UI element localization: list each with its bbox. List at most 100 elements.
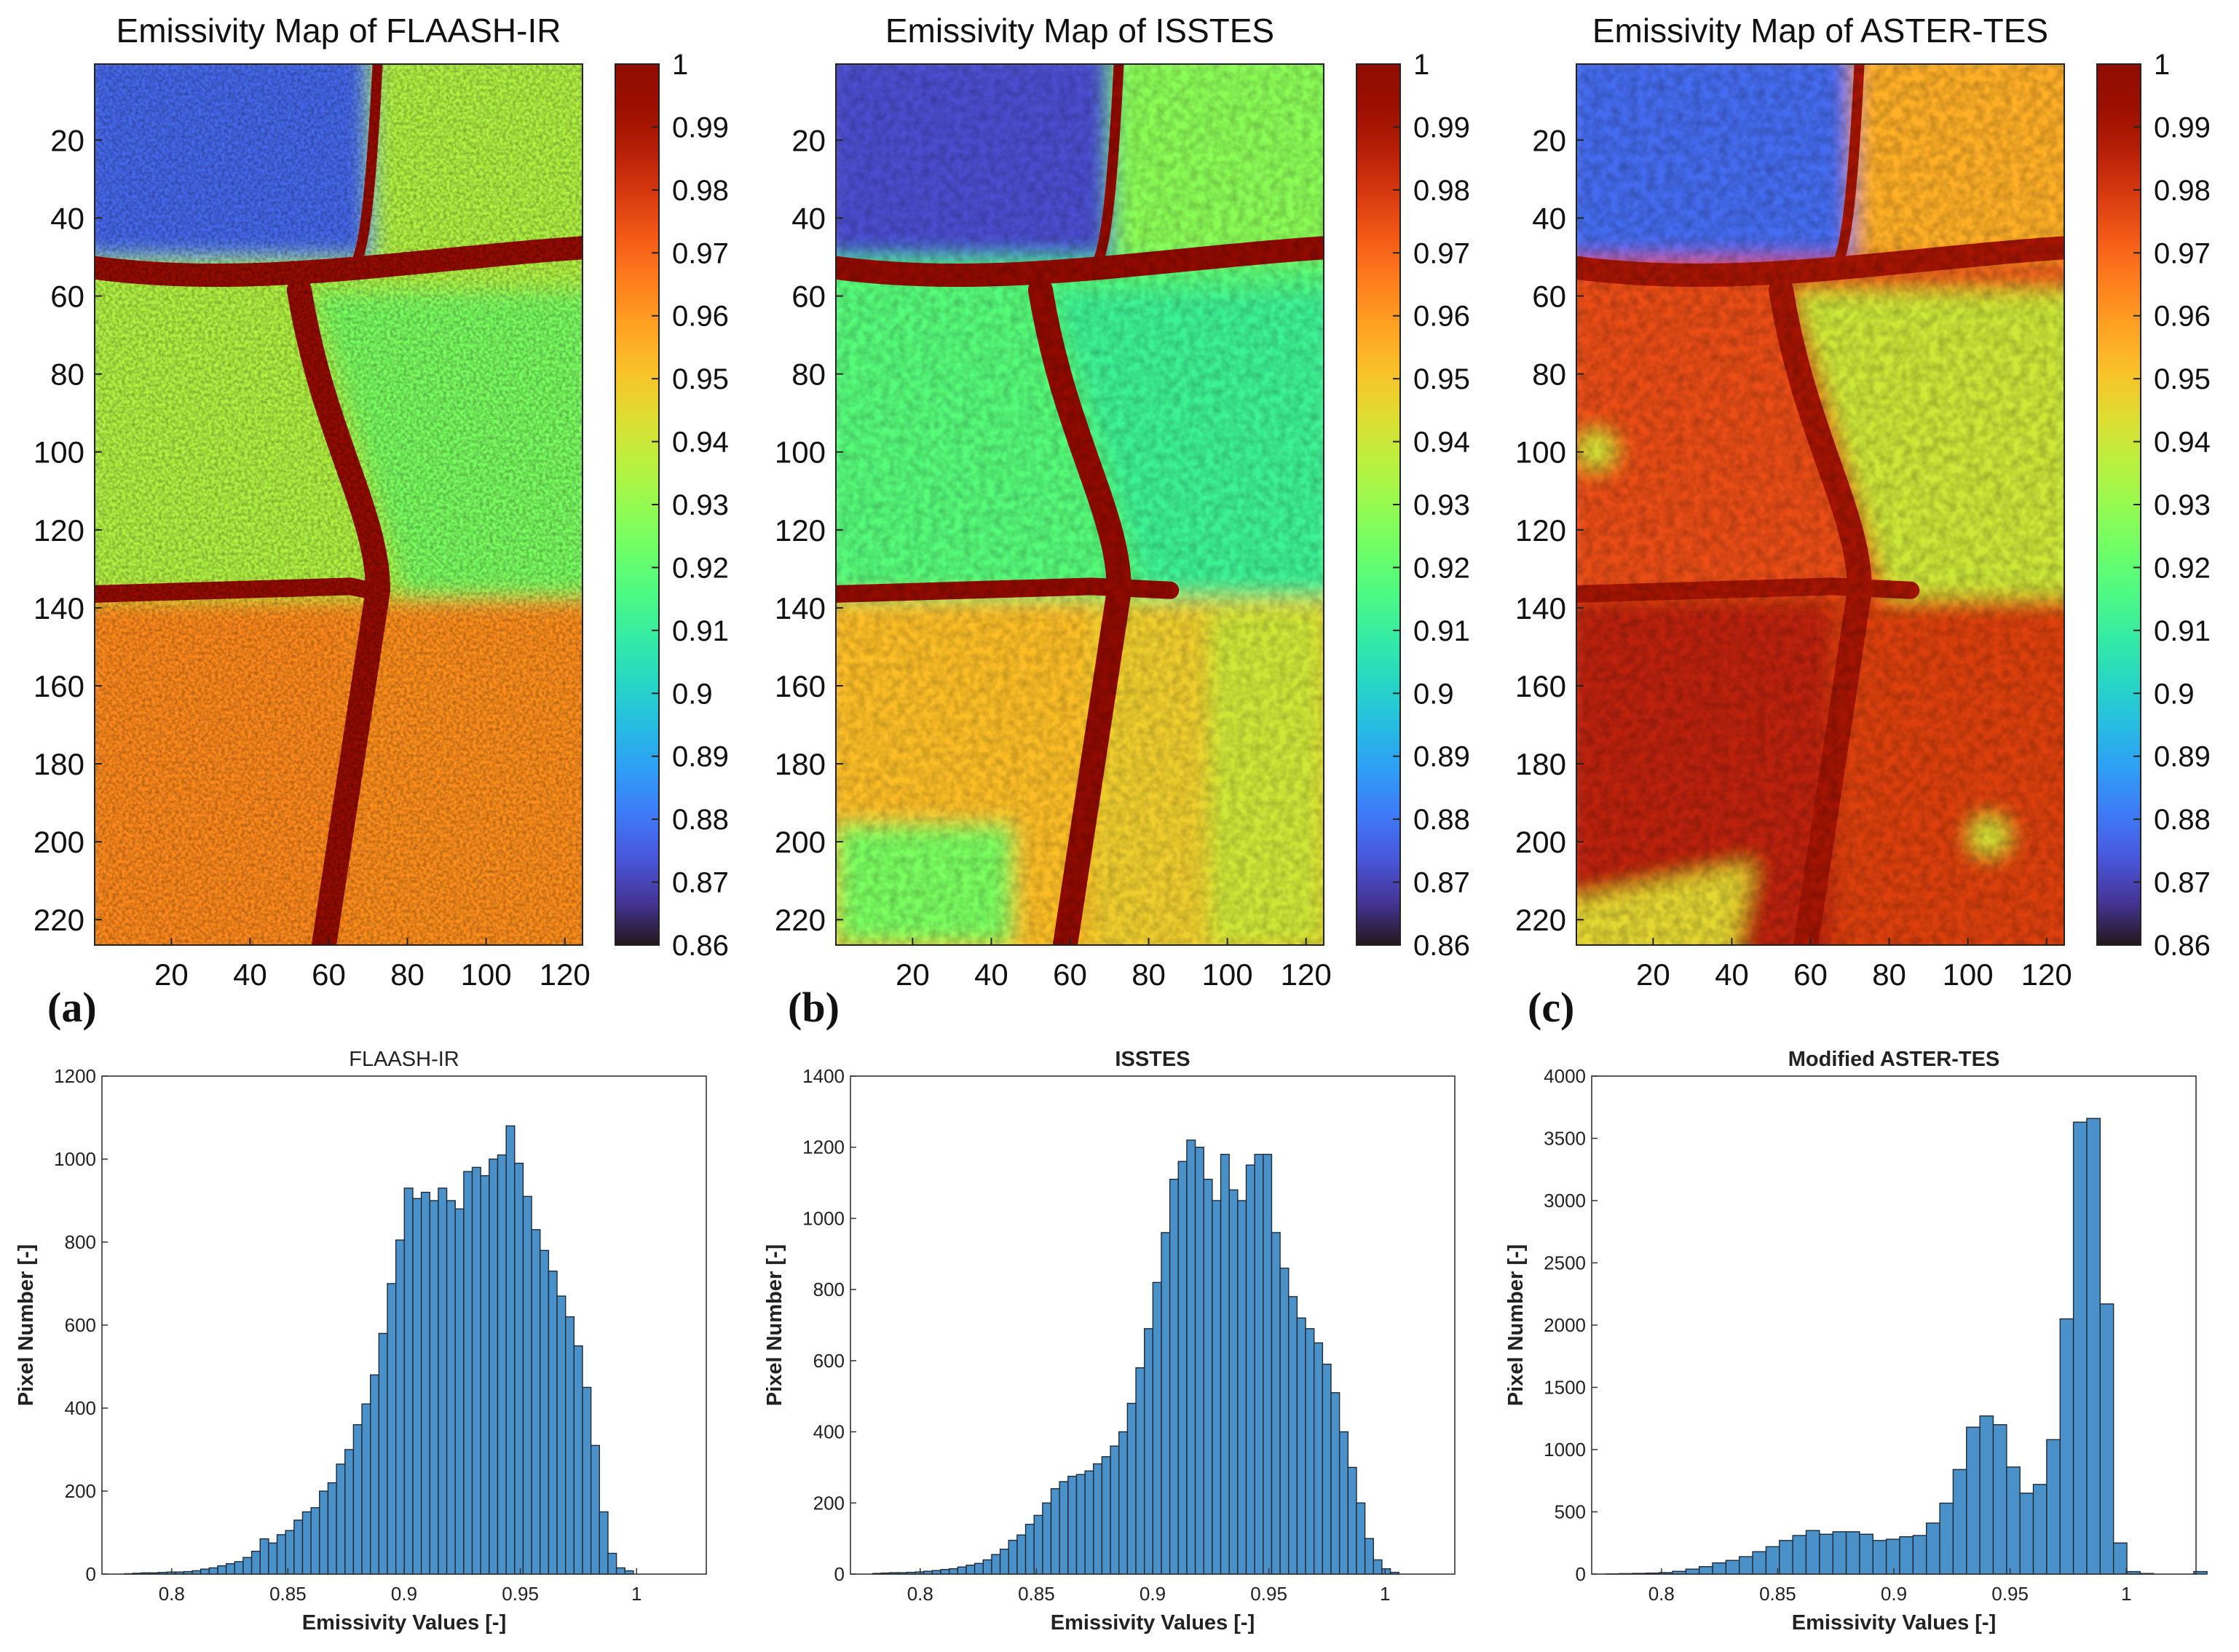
histogram-bar xyxy=(1832,1531,1847,1575)
colorbar-tick-label: 0.99 xyxy=(1413,111,1470,143)
hist-x-tick-label: 0.8 xyxy=(907,1583,933,1605)
histogram-bar xyxy=(573,1345,583,1575)
hist-y-axis-label: Pixel Number [-] xyxy=(763,1244,786,1406)
map-x-tick-label: 40 xyxy=(1715,957,1749,992)
histogram-bar xyxy=(1373,1559,1383,1575)
map-y-tick-label: 220 xyxy=(1515,903,1566,937)
histogram-bar xyxy=(1685,1568,1700,1575)
map-y-tick-label: 120 xyxy=(1515,513,1566,548)
histogram-bar xyxy=(1330,1392,1340,1575)
colorbar-tick-label: 0.97 xyxy=(1413,237,1470,269)
histogram-bar xyxy=(966,1565,976,1575)
colorbar-tick-label: 0.95 xyxy=(1413,363,1470,395)
panel-label: (a) xyxy=(47,984,97,1031)
histogram-bar xyxy=(1177,1161,1188,1575)
histogram-bar xyxy=(1279,1268,1290,1575)
colorbar: 1 0.99 0.98 0.97 0.96 0.95 0.94 0.93 0.92 0.91 0.9… xyxy=(2096,49,2211,962)
map-y-tick-label: 40 xyxy=(50,201,84,235)
colorbar-tick-label: 0.86 xyxy=(2154,930,2211,962)
colorbar-tick-label: 0.94 xyxy=(672,427,729,459)
colorbar-tick-label: 0.87 xyxy=(1413,867,1470,899)
histogram: Modified ASTER-TES 0.8 0.85 0.9 0.95 1 0 500 100… xyxy=(1504,1048,2208,1635)
histogram-bar xyxy=(1305,1328,1315,1575)
colorbar-tick-label: 0.98 xyxy=(672,175,729,207)
hist-y-tick-label: 3000 xyxy=(1544,1190,1586,1212)
hist-y-tick-label: 2000 xyxy=(1544,1314,1586,1336)
histogram-bar xyxy=(1739,1556,1753,1575)
hist-y-tick-label: 400 xyxy=(65,1397,96,1419)
colorbar-tick-label: 1 xyxy=(2154,49,2170,81)
histogram-bar xyxy=(607,1552,617,1575)
map-title: Emissivity Map of FLAASH-IR xyxy=(117,12,561,50)
hist-y-tick-label: 1000 xyxy=(1544,1439,1586,1461)
histogram-bar xyxy=(387,1283,397,1575)
histogram-bar xyxy=(1819,1533,1833,1575)
colorbar-tick-label: 0.99 xyxy=(672,111,729,143)
hist-y-tick-label: 1200 xyxy=(802,1137,845,1158)
hist-x-axis-label: Emissivity Values [-] xyxy=(302,1611,506,1635)
map-y-tick-label: 20 xyxy=(791,123,826,157)
histogram-bar xyxy=(548,1270,558,1575)
map-y-tick-label: 60 xyxy=(1532,280,1566,314)
map-y-tick-label: 100 xyxy=(1515,435,1566,470)
histogram-bar xyxy=(310,1507,320,1575)
histogram-bar xyxy=(268,1542,278,1575)
colorbar-tick-label: 0.87 xyxy=(2154,867,2211,899)
map-y-tick-label: 220 xyxy=(33,903,84,937)
colorbar-tick-label: 0.95 xyxy=(2154,363,2211,395)
histogram-bar xyxy=(1792,1535,1807,1575)
histogram-bar xyxy=(540,1249,550,1575)
panel-label: (c) xyxy=(1528,984,1574,1031)
histogram-bar xyxy=(454,1208,465,1575)
histogram-bar xyxy=(1067,1475,1078,1575)
map-x-tick-label: 100 xyxy=(1943,957,1994,992)
hist-y-tick-label: 400 xyxy=(813,1421,845,1443)
colorbar-tick-label: 0.92 xyxy=(2154,552,2211,584)
histogram-bar xyxy=(1016,1534,1027,1575)
histogram-bar xyxy=(429,1200,439,1575)
map-y-tick-label: 80 xyxy=(50,357,84,392)
emissivity-map xyxy=(94,63,583,946)
histogram-bar xyxy=(1203,1178,1213,1575)
histogram-bar xyxy=(1008,1539,1018,1575)
histogram-bar xyxy=(948,1568,959,1575)
hist-x-tick-label: 0.95 xyxy=(1991,1583,2029,1605)
histogram-bar xyxy=(1805,1530,1820,1575)
hist-x-tick-label: 0.85 xyxy=(269,1583,307,1605)
map-y-tick-label: 80 xyxy=(791,357,826,392)
hist-y-tick-label: 200 xyxy=(813,1492,845,1514)
histogram-bar xyxy=(1347,1466,1357,1575)
histogram-bar xyxy=(327,1482,337,1575)
histogram-bar xyxy=(1220,1153,1230,1575)
map-y-tick-label: 140 xyxy=(775,591,826,625)
colorbar-tick-label: 0.95 xyxy=(672,363,729,395)
histogram-bar xyxy=(344,1449,355,1575)
histogram-bar xyxy=(1885,1538,1900,1575)
histogram-bar xyxy=(1161,1232,1171,1575)
map-title: Emissivity Map of ASTER-TES xyxy=(1592,12,2048,50)
histogram-bar xyxy=(234,1561,244,1575)
histogram-bar xyxy=(1254,1153,1264,1575)
hist-x-axis-label: Emissivity Values [-] xyxy=(1051,1611,1255,1635)
histogram-bar xyxy=(301,1511,312,1575)
hist-x-tick-label: 0.85 xyxy=(1018,1583,1055,1605)
histogram-bar xyxy=(1135,1367,1145,1575)
histogram-bar xyxy=(225,1563,235,1575)
histogram-bar xyxy=(1712,1562,1727,1575)
colorbar-tick-label: 0.86 xyxy=(672,930,729,962)
histogram-bar xyxy=(259,1538,269,1575)
histogram-bar xyxy=(940,1568,950,1575)
histogram-bar xyxy=(1110,1445,1120,1575)
colorbar-tick-label: 0.87 xyxy=(672,867,729,899)
hist-y-tick-label: 1200 xyxy=(54,1065,96,1087)
colorbar-tick-label: 1 xyxy=(672,49,688,81)
histogram-bar xyxy=(2032,1484,2048,1575)
map-x-tick-label: 40 xyxy=(974,957,1008,992)
emissivity-map xyxy=(1576,63,2065,946)
histogram-bar xyxy=(370,1374,380,1575)
histogram-bar xyxy=(505,1125,516,1575)
histogram-bar xyxy=(1212,1200,1222,1575)
colorbar-tick-label: 0.93 xyxy=(672,489,729,521)
histogram-bar xyxy=(2193,1570,2208,1575)
